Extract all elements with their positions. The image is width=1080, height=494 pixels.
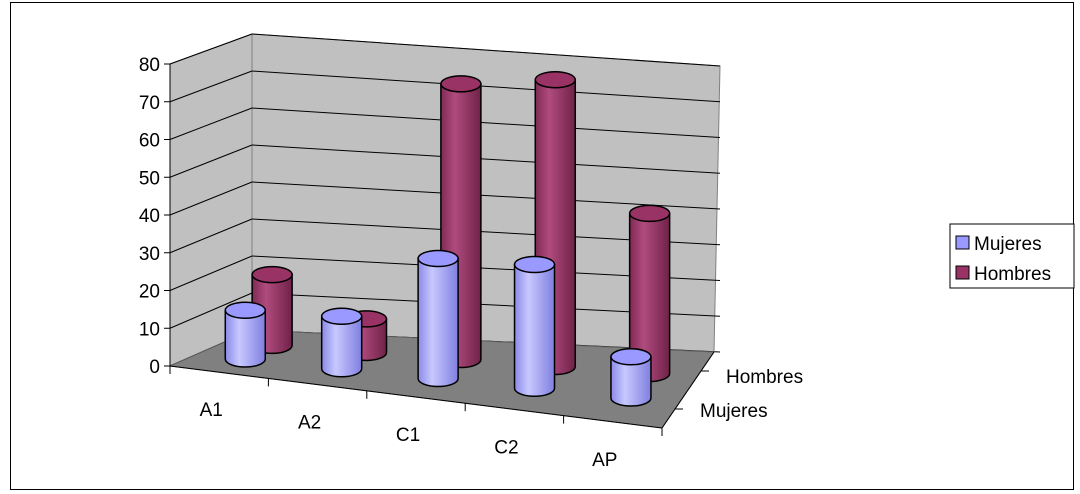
- depth-label: Mujeres: [700, 401, 768, 422]
- gridline-back: [251, 107, 721, 138]
- axes: [164, 63, 715, 436]
- cylinder-top: [417, 249, 459, 268]
- chart-walls: [169, 33, 721, 367]
- cylinder-top: [628, 204, 671, 223]
- depth-axis-line: [661, 351, 715, 429]
- bar-mujeres-c2: [513, 255, 556, 397]
- gridline-side: [169, 33, 253, 65]
- gridline-side: [169, 255, 253, 291]
- bar-mujeres-ap: [610, 348, 652, 407]
- y-tick-label: 30: [139, 244, 160, 265]
- cylinder-body: [320, 315, 363, 378]
- category-label: AP: [592, 450, 617, 471]
- gridline-side: [169, 70, 253, 103]
- legend-swatch-mujeres: [955, 235, 970, 250]
- cylinder-top: [251, 265, 293, 284]
- gridline-side: [169, 144, 253, 178]
- bar-mujeres-a1: [224, 301, 267, 368]
- cylinder-body: [224, 309, 267, 368]
- y-tick-label: 60: [139, 131, 160, 152]
- gridline-back: [251, 70, 721, 103]
- category-label: C1: [396, 425, 420, 446]
- cylinder-top: [224, 301, 267, 319]
- cylinder-top: [440, 75, 482, 93]
- gridline-back: [251, 144, 721, 174]
- y-tick-label: 20: [139, 282, 160, 303]
- category-label: C2: [494, 437, 518, 458]
- gridline-back: [251, 181, 721, 210]
- gridline-side: [169, 107, 253, 140]
- gridline-side: [169, 181, 253, 216]
- cylinder-top: [513, 255, 556, 274]
- y-tick-label: 10: [139, 319, 160, 340]
- axis-labels: 0 10 20 30 40 50 60 70 80 A1 A2 C1 C2 AP Hombres Mujere…: [139, 55, 803, 471]
- cylinder-body: [513, 263, 556, 397]
- depth-label: Hombres: [726, 367, 803, 388]
- category-label: A2: [298, 413, 321, 434]
- legend-swatch-hombres: [955, 265, 970, 280]
- legend-label-mujeres: Mujeres: [974, 234, 1042, 255]
- cylinder-top: [320, 307, 363, 326]
- y-tick-label: 50: [139, 168, 160, 189]
- bar-mujeres-c1: [417, 249, 459, 388]
- gridline-side: [169, 218, 253, 254]
- y-tick-label: 40: [139, 206, 160, 227]
- category-label: A1: [200, 400, 223, 421]
- x-axis-line: [169, 365, 663, 429]
- legend: Mujeres Hombres: [949, 223, 1075, 289]
- gridline-back: [251, 33, 721, 67]
- legend-label-hombres: Hombres: [974, 264, 1051, 285]
- y-tick-label: 70: [139, 93, 160, 114]
- cylinder-body: [417, 257, 459, 388]
- cylinder-top: [534, 70, 577, 89]
- legend-box: [949, 223, 1075, 289]
- y-tick-label: 80: [139, 55, 160, 76]
- cylinder-body: [610, 356, 652, 407]
- cylinder-top: [610, 348, 652, 366]
- y-tick-label: 0: [149, 357, 160, 378]
- gridline-side: [169, 292, 253, 329]
- bar-mujeres-a2: [320, 307, 363, 378]
- bars: [224, 70, 671, 407]
